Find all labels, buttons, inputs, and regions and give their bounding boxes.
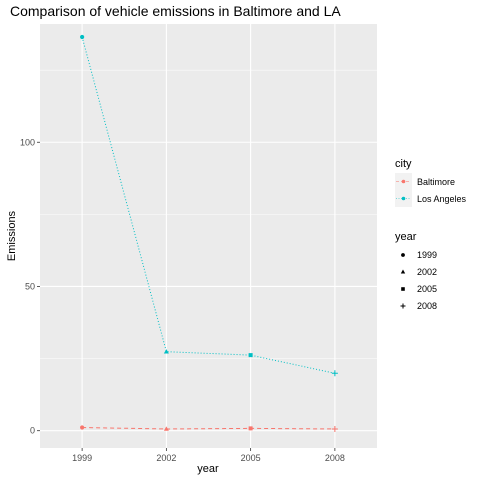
legend-city: city Baltimore Los Angeles [395, 158, 467, 207]
series-line-los-angeles [81, 36, 335, 374]
data-point-los-angeles-1999 [80, 34, 85, 40]
y-axis-ticks: 0 50 100 [20, 137, 40, 436]
data-point-los-angeles-2008 [331, 370, 338, 377]
legend-shape-circle-icon [401, 253, 405, 257]
data-point-baltimore-2005 [248, 426, 253, 431]
plot-panel [40, 24, 377, 448]
legend-shape-triangle-icon [400, 269, 406, 274]
legend-year-title: year [395, 231, 417, 243]
data-point-los-angeles-2005 [248, 353, 253, 358]
legend-label-los-angeles: Los Angeles [417, 194, 467, 204]
minor-gridlines [40, 69, 377, 359]
x-tick-label: 2005 [241, 453, 261, 463]
x-axis-title: year [197, 463, 219, 475]
y-tick-label: 100 [20, 137, 35, 147]
data-point-baltimore-1999 [80, 425, 85, 430]
data-point-baltimore-2008 [331, 425, 338, 432]
x-tick-label: 2002 [156, 453, 176, 463]
major-gridlines [40, 24, 377, 448]
legend-label-2008: 2008 [417, 301, 437, 311]
legend-point-los-angeles [401, 196, 406, 201]
y-axis-title: Emissions [6, 210, 18, 261]
legend-label-baltimore: Baltimore [417, 177, 455, 187]
legend-label-1999: 1999 [417, 250, 437, 260]
data-point-baltimore-2002 [163, 426, 169, 431]
legend-shape-plus-icon [400, 303, 406, 309]
series-layer [80, 34, 338, 432]
y-tick-label: 0 [30, 426, 35, 436]
legend-point-baltimore [401, 179, 406, 184]
series-line-baltimore [82, 427, 335, 430]
x-tick-label: 2008 [325, 453, 345, 463]
legend-city-title: city [395, 158, 412, 170]
x-axis-ticks: 1999 2002 2005 2008 [72, 448, 345, 463]
x-tick-label: 1999 [72, 453, 92, 463]
legend-shape-square-icon [401, 287, 405, 291]
legend-label-2002: 2002 [417, 267, 437, 277]
data-point-los-angeles-2002 [163, 349, 169, 354]
legend-label-2005: 2005 [417, 284, 437, 294]
chart-title: Comparison of vehicle emissions in Balti… [10, 3, 341, 19]
y-tick-label: 50 [25, 281, 35, 291]
legend-year: year 1999 2002 2005 2008 [395, 231, 437, 311]
